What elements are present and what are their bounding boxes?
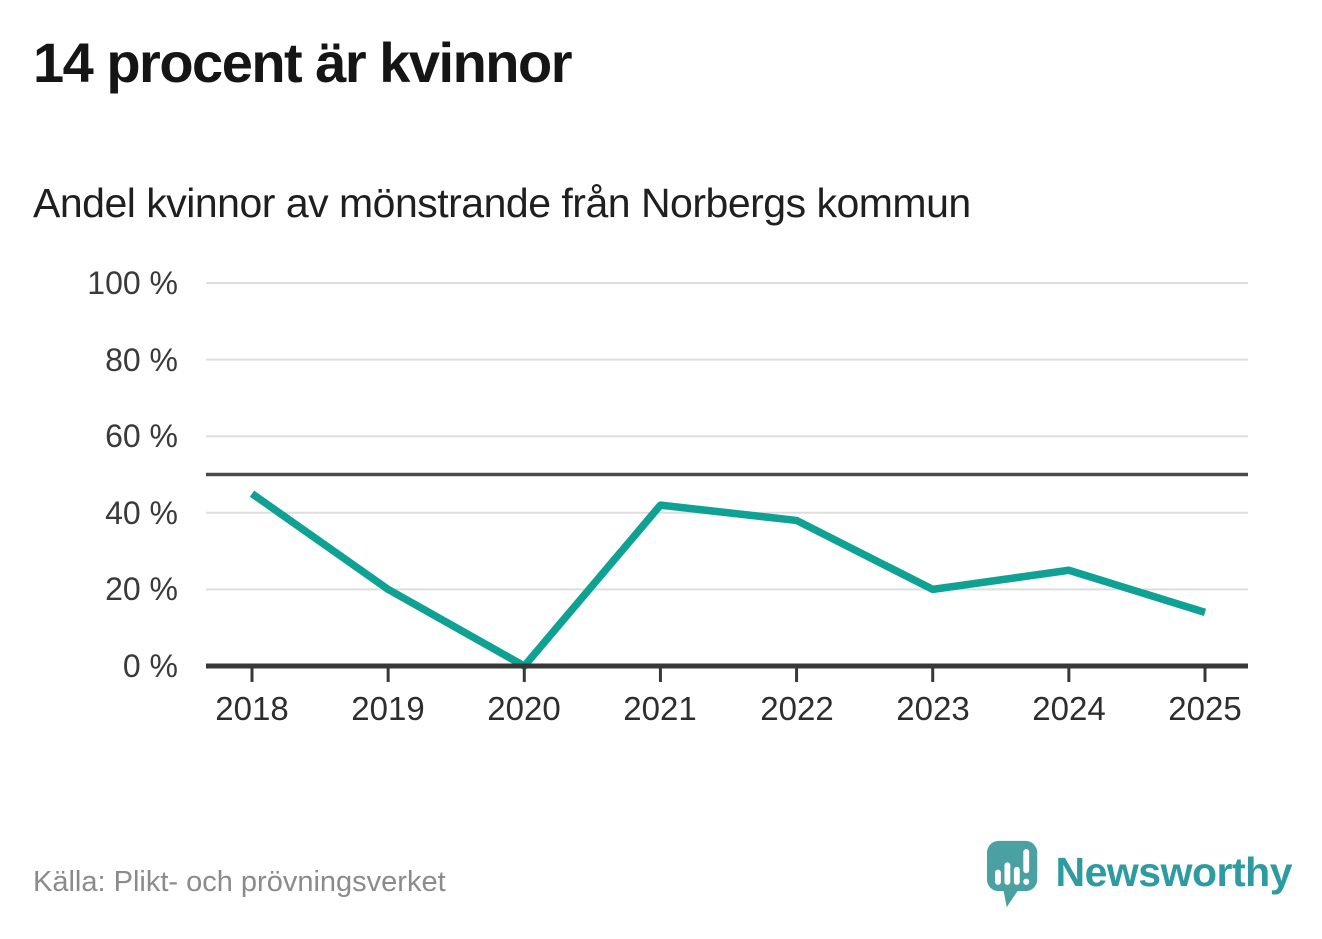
ytick-label-0: 0 %	[122, 648, 178, 684]
newsworthy-logo-icon	[986, 840, 1037, 908]
xtick-label-2019: 2019	[351, 690, 425, 727]
ytick-label-100: 100 %	[87, 265, 178, 301]
xtick-label-2020: 2020	[487, 690, 561, 727]
brand-name: Newsworthy	[1055, 849, 1293, 895]
xtick-label-2021: 2021	[623, 690, 697, 727]
ytick-label-80: 80 %	[105, 342, 178, 378]
brand-logo: Newsworthy	[986, 840, 1293, 910]
ytick-label-20: 20 %	[105, 571, 178, 607]
xtick-label-2018: 2018	[215, 690, 289, 727]
chart-subtitle: Andel kvinnor av mönstrande från Norberg…	[33, 180, 971, 226]
source-note: Källa: Plikt- och prövningsverket	[33, 866, 446, 898]
ytick-label-40: 40 %	[105, 495, 178, 531]
xtick-label-2023: 2023	[896, 690, 970, 727]
xtick-label-2024: 2024	[1032, 690, 1106, 727]
xtick-label-2025: 2025	[1168, 690, 1242, 727]
ytick-label-60: 60 %	[105, 418, 178, 454]
data-line-Andel kvinnor av mönstrande	[249, 490, 1207, 670]
chart-title: 14 procent är kvinnor	[33, 31, 573, 94]
xtick-label-2022: 2022	[760, 690, 834, 727]
